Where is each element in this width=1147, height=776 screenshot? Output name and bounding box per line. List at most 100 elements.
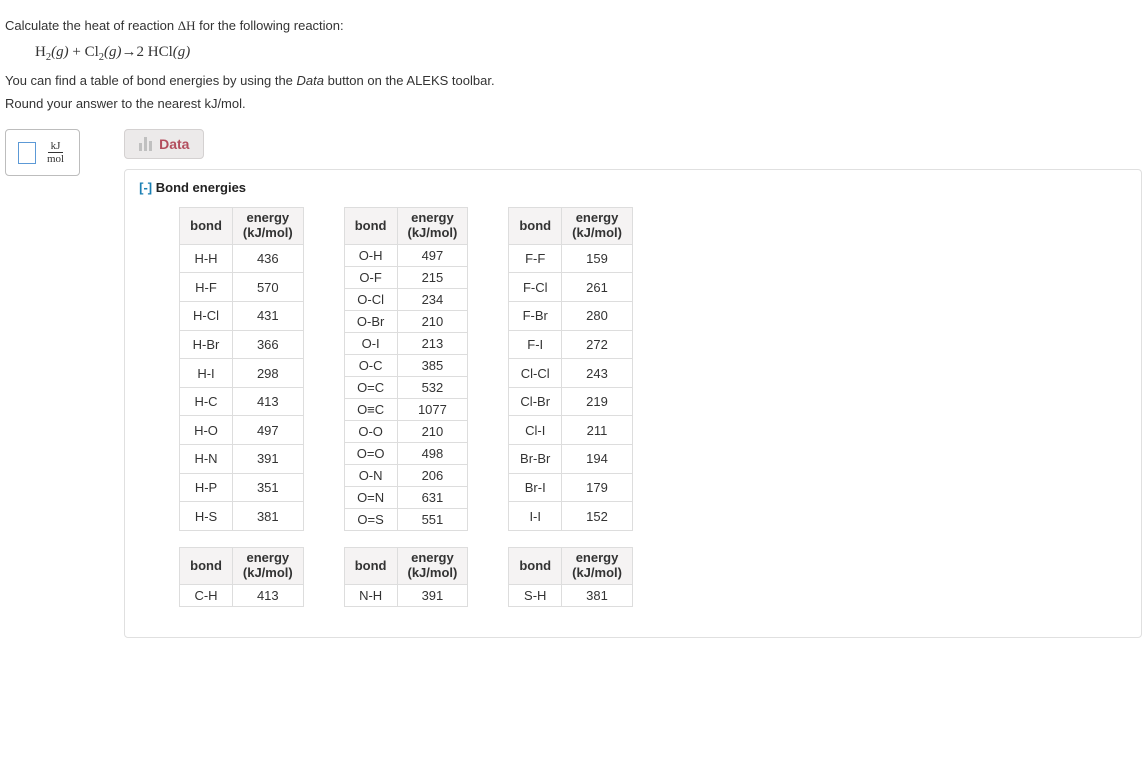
bond-cell: Br-Br <box>509 445 562 474</box>
energy-cell: 215 <box>397 266 468 288</box>
table-row: H-H436 <box>180 244 304 273</box>
table-row: O-Br210 <box>344 310 468 332</box>
col-bond: bond <box>344 547 397 584</box>
energy-cell: 179 <box>562 473 633 502</box>
bond-cell: Br-I <box>509 473 562 502</box>
table-row: O≡C1077 <box>344 398 468 420</box>
bond-cell: O-C <box>344 354 397 376</box>
bond-cell: H-O <box>180 416 233 445</box>
answer-input[interactable] <box>18 142 36 164</box>
bond-cell: Cl-Cl <box>509 359 562 388</box>
energy-cell: 210 <box>397 420 468 442</box>
table-row: F-I272 <box>509 330 633 359</box>
data-button[interactable]: Data <box>124 129 204 159</box>
bond-cell: N-H <box>344 584 397 606</box>
energy-cell: 498 <box>397 442 468 464</box>
bond-cell: O≡C <box>344 398 397 420</box>
table-row: H-O497 <box>180 416 304 445</box>
bond-cell: O-Cl <box>344 288 397 310</box>
energy-cell: 234 <box>397 288 468 310</box>
table-row: Cl-I211 <box>509 416 633 445</box>
bond-cell: F-Cl <box>509 273 562 302</box>
table-row: O=S551 <box>344 508 468 530</box>
table-row: Br-Br194 <box>509 445 633 474</box>
bond-cell: O-N <box>344 464 397 486</box>
energy-cell: 366 <box>232 330 303 359</box>
table-row: H-S381 <box>180 502 304 531</box>
energy-cell: 261 <box>562 273 633 302</box>
eq-h2-phase: (g) <box>51 44 69 60</box>
table-row: O-Cl234 <box>344 288 468 310</box>
table-row: O=N631 <box>344 486 468 508</box>
bond-cell: O-F <box>344 266 397 288</box>
energy-cell: 194 <box>562 445 633 474</box>
energy-cell: 391 <box>397 584 468 606</box>
energy-cell: 381 <box>562 584 633 606</box>
energy-cell: 298 <box>232 359 303 388</box>
bond-cell: F-Br <box>509 302 562 331</box>
bond-cell: H-Br <box>180 330 233 359</box>
energy-cell: 532 <box>397 376 468 398</box>
bond-cell: H-I <box>180 359 233 388</box>
table-row: F-Br280 <box>509 302 633 331</box>
table-row: O-F215 <box>344 266 468 288</box>
col-energy: energy(kJ/mol) <box>562 208 633 245</box>
table-row: F-Cl261 <box>509 273 633 302</box>
energy-cell: 413 <box>232 584 303 606</box>
col-bond: bond <box>344 208 397 245</box>
data-panel: [-] Bond energies bondenergy(kJ/mol)H-H4… <box>124 169 1142 638</box>
col-bond: bond <box>509 208 562 245</box>
prompt-line-3: Round your answer to the nearest kJ/mol. <box>5 96 1142 111</box>
table-row: O-H497 <box>344 244 468 266</box>
table-row: Cl-Br219 <box>509 387 633 416</box>
answer-unit: kJ mol <box>44 140 67 165</box>
table-row: O=O498 <box>344 442 468 464</box>
bond-energy-table: bondenergy(kJ/mol)H-H436H-F570H-Cl431H-B… <box>179 207 304 531</box>
bond-cell: H-S <box>180 502 233 531</box>
energy-cell: 159 <box>562 244 633 273</box>
panel-title-text: Bond energies <box>152 180 246 195</box>
eq-hcl: HCl <box>148 44 173 60</box>
collapse-toggle[interactable]: [-] <box>139 180 152 195</box>
bond-cell: I-I <box>509 502 562 531</box>
energy-cell: 436 <box>232 244 303 273</box>
col-bond: bond <box>180 208 233 245</box>
bond-cell: H-C <box>180 387 233 416</box>
bond-cell: Cl-I <box>509 416 562 445</box>
eq-plus: + <box>69 44 85 60</box>
bond-cell: F-F <box>509 244 562 273</box>
pl2-data: Data <box>297 73 324 88</box>
reaction-equation: H2(g) + Cl2(g)→2 HCl(g) <box>35 44 1142 63</box>
col-energy: energy(kJ/mol) <box>232 547 303 584</box>
pl1-post: for the following reaction: <box>195 18 343 33</box>
prompt-line-2: You can find a table of bond energies by… <box>5 73 1142 88</box>
pl2-post: button on the ALEKS toolbar. <box>324 73 495 88</box>
bond-energy-table: bondenergy(kJ/mol)O-H497O-F215O-Cl234O-B… <box>344 207 469 531</box>
bond-energy-table: bondenergy(kJ/mol)S-H381 <box>508 547 633 607</box>
energy-cell: 391 <box>232 445 303 474</box>
energy-cell: 280 <box>562 302 633 331</box>
energy-cell: 1077 <box>397 398 468 420</box>
bond-cell: O=C <box>344 376 397 398</box>
table-row: O-O210 <box>344 420 468 442</box>
pl1-delta: ΔH <box>178 18 196 33</box>
prompt-line-1: Calculate the heat of reaction ΔH for th… <box>5 18 1142 34</box>
energy-cell: 497 <box>232 416 303 445</box>
bond-cell: C-H <box>180 584 233 606</box>
bond-cell: H-Cl <box>180 302 233 331</box>
col-energy: energy(kJ/mol) <box>397 547 468 584</box>
bond-cell: H-F <box>180 273 233 302</box>
energy-cell: 351 <box>232 473 303 502</box>
energy-cell: 497 <box>397 244 468 266</box>
energy-cell: 570 <box>232 273 303 302</box>
tables-row-2: bondenergy(kJ/mol)C-H413bondenergy(kJ/mo… <box>179 547 1127 607</box>
pl2-pre: You can find a table of bond energies by… <box>5 73 297 88</box>
col-energy: energy(kJ/mol) <box>562 547 633 584</box>
unit-num: kJ <box>48 140 64 153</box>
bond-cell: S-H <box>509 584 562 606</box>
eq-h2: H <box>35 44 46 60</box>
energy-cell: 631 <box>397 486 468 508</box>
energy-cell: 551 <box>397 508 468 530</box>
table-row: N-H391 <box>344 584 468 606</box>
bond-cell: H-N <box>180 445 233 474</box>
